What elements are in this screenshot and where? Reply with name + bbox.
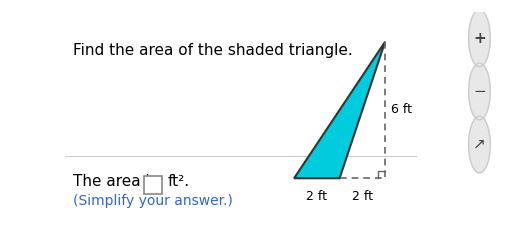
Text: Find the area of the shaded triangle.: Find the area of the shaded triangle. <box>73 43 353 58</box>
Text: 2 ft: 2 ft <box>352 190 373 203</box>
Circle shape <box>469 63 490 120</box>
FancyBboxPatch shape <box>144 176 162 194</box>
Circle shape <box>469 10 490 67</box>
Text: 2 ft: 2 ft <box>306 190 328 203</box>
Text: −: − <box>473 84 486 99</box>
Polygon shape <box>294 42 385 178</box>
Text: ↗: ↗ <box>473 137 486 152</box>
Text: (Simplify your answer.): (Simplify your answer.) <box>73 194 233 208</box>
Text: 6 ft: 6 ft <box>391 103 412 116</box>
Text: The area is: The area is <box>73 174 158 189</box>
Circle shape <box>469 116 490 173</box>
Text: ft².: ft². <box>168 174 190 189</box>
Text: +: + <box>473 31 486 46</box>
